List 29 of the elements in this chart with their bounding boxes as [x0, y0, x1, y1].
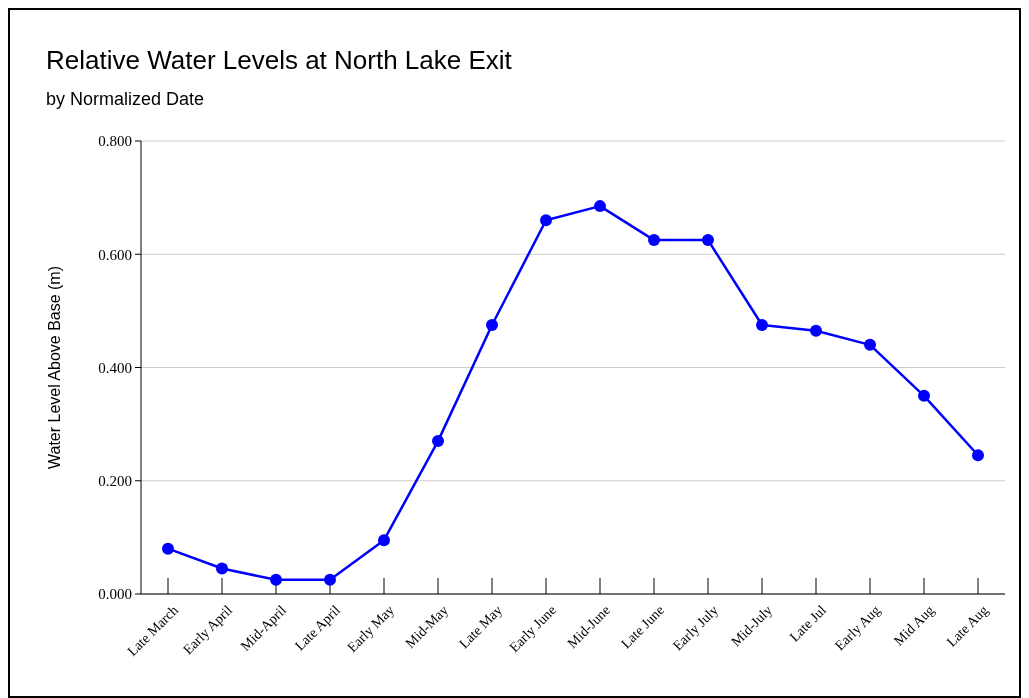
chart-title: Relative Water Levels at North Lake Exit: [46, 45, 513, 75]
point: [432, 435, 444, 448]
point: [702, 234, 714, 247]
y-tick-label: 0.400: [98, 359, 132, 376]
point: [378, 534, 390, 547]
x-tick-label: Late June: [618, 602, 668, 652]
point: [162, 542, 174, 555]
chart-subtitle: by Normalized Date: [46, 89, 205, 109]
point: [648, 234, 660, 247]
point: [270, 573, 282, 586]
point: [810, 324, 822, 337]
point: [594, 200, 606, 213]
point: [756, 319, 768, 332]
point: [972, 449, 984, 462]
y-tick-label: 0.600: [98, 246, 132, 263]
point: [864, 338, 876, 351]
point: [918, 389, 930, 402]
point: [540, 214, 552, 227]
x-tick-label: Mid Aug: [890, 602, 938, 649]
y-tick-label: 0.200: [98, 473, 132, 489]
y-tick-label: 0.000: [98, 586, 132, 603]
point: [486, 319, 498, 332]
y-tick-label: 0.800: [98, 133, 132, 150]
point: [216, 562, 228, 575]
point: [324, 573, 336, 586]
x-tick-label: Late Aug: [943, 602, 992, 650]
x-tick-label: Late May: [456, 602, 506, 652]
x-tick-label: Late Jul: [786, 602, 830, 645]
y-axis-title: Water Level Above Base (m): [46, 265, 63, 470]
